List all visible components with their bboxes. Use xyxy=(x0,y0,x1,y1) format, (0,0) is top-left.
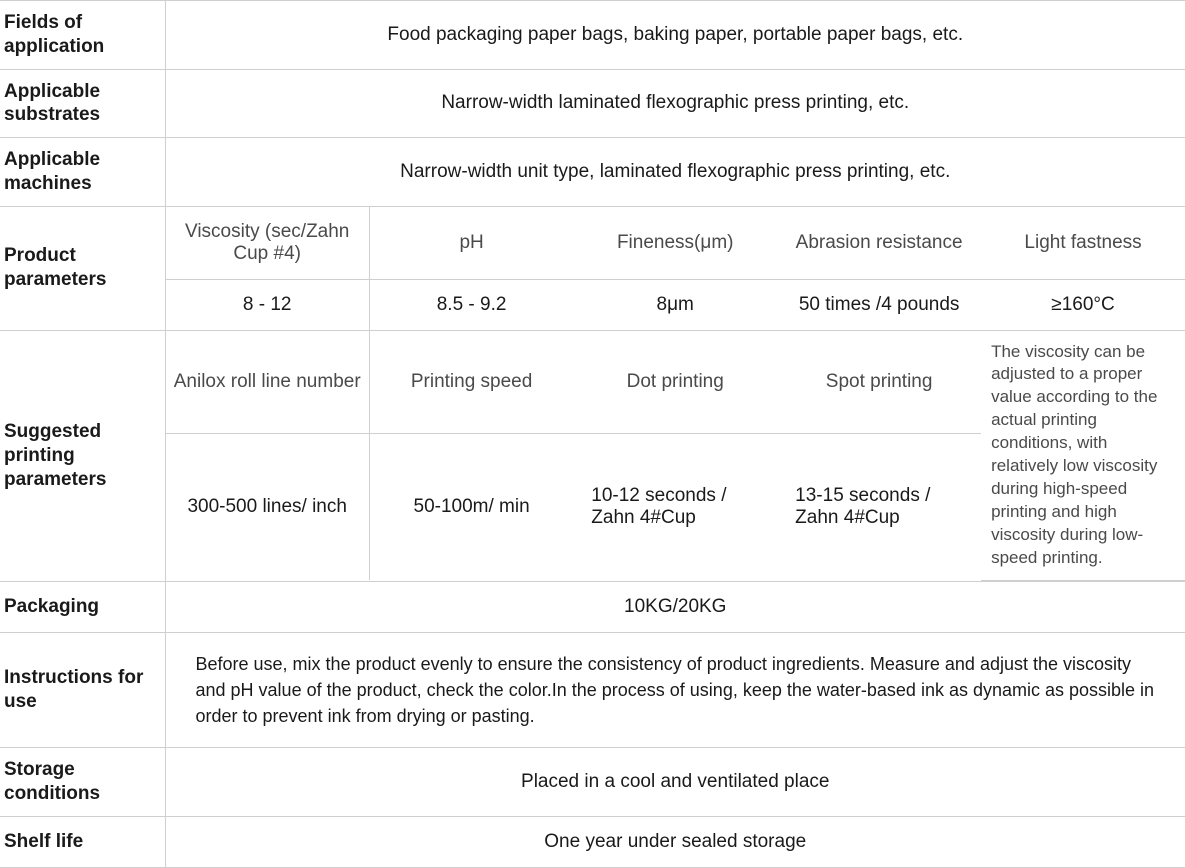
row-shelf-life: Shelf life One year under sealed storage xyxy=(0,816,1185,867)
spp-col-1: Printing speed xyxy=(369,331,573,434)
pp-col-1: pH xyxy=(369,207,573,280)
pp-val-2: 8μm xyxy=(573,279,777,330)
row-fields-of-application: Fields of application Food packaging pap… xyxy=(0,1,1185,70)
pp-val-4: ≥160°C xyxy=(981,279,1185,330)
row-instructions-for-use: Instructions for use Before use, mix the… xyxy=(0,632,1185,747)
spp-val-2: 10-12 seconds / Zahn 4#Cup xyxy=(573,433,777,580)
suggested-printing-grid: Anilox roll line number Printing speed D… xyxy=(165,330,1185,581)
pp-val-1: 8.5 - 9.2 xyxy=(369,279,573,330)
label-applicable-substrates: Applicable substrates xyxy=(0,69,165,138)
pp-val-0: 8 - 12 xyxy=(166,279,370,330)
pp-val-3: 50 times /4 pounds xyxy=(777,279,981,330)
label-shelf-life: Shelf life xyxy=(0,816,165,867)
spp-val-3: 13-15 seconds / Zahn 4#Cup xyxy=(777,433,981,580)
value-shelf-life: One year under sealed storage xyxy=(165,816,1185,867)
spec-table: Fields of application Food packaging pap… xyxy=(0,0,1185,868)
value-instructions-for-use: Before use, mix the product evenly to en… xyxy=(165,632,1185,747)
pp-col-2: Fineness(μm) xyxy=(573,207,777,280)
row-product-parameters: Product parameters Viscosity (sec/Zahn C… xyxy=(0,206,1185,330)
spp-val-1: 50-100m/ min xyxy=(369,433,573,580)
row-applicable-substrates: Applicable substrates Narrow-width lamin… xyxy=(0,69,1185,138)
value-fields-of-application: Food packaging paper bags, baking paper,… xyxy=(165,1,1185,70)
value-packaging: 10KG/20KG xyxy=(165,581,1185,632)
label-storage-conditions: Storage conditions xyxy=(0,748,165,817)
label-product-parameters: Product parameters xyxy=(0,206,165,330)
spp-val-0: 300-500 lines/ inch xyxy=(166,433,370,580)
label-fields-of-application: Fields of application xyxy=(0,1,165,70)
value-applicable-substrates: Narrow-width laminated flexographic pres… xyxy=(165,69,1185,138)
spp-col-3: Spot printing xyxy=(777,331,981,434)
spp-note: The viscosity can be adjusted to a prope… xyxy=(981,331,1185,581)
pp-col-3: Abrasion resistance xyxy=(777,207,981,280)
value-applicable-machines: Narrow-width unit type, laminated flexog… xyxy=(165,138,1185,207)
row-packaging: Packaging 10KG/20KG xyxy=(0,581,1185,632)
row-suggested-printing-parameters: Suggested printing parameters Anilox rol… xyxy=(0,330,1185,581)
value-storage-conditions: Placed in a cool and ventilated place xyxy=(165,748,1185,817)
product-parameters-grid: Viscosity (sec/Zahn Cup #4) pH Fineness(… xyxy=(165,206,1185,330)
row-storage-conditions: Storage conditions Placed in a cool and … xyxy=(0,748,1185,817)
label-instructions-for-use: Instructions for use xyxy=(0,632,165,747)
label-packaging: Packaging xyxy=(0,581,165,632)
pp-col-4: Light fastness xyxy=(981,207,1185,280)
pp-col-0: Viscosity (sec/Zahn Cup #4) xyxy=(166,207,370,280)
row-applicable-machines: Applicable machines Narrow-width unit ty… xyxy=(0,138,1185,207)
spp-col-2: Dot printing xyxy=(573,331,777,434)
spp-col-0: Anilox roll line number xyxy=(166,331,370,434)
label-applicable-machines: Applicable machines xyxy=(0,138,165,207)
label-suggested-printing-parameters: Suggested printing parameters xyxy=(0,330,165,581)
